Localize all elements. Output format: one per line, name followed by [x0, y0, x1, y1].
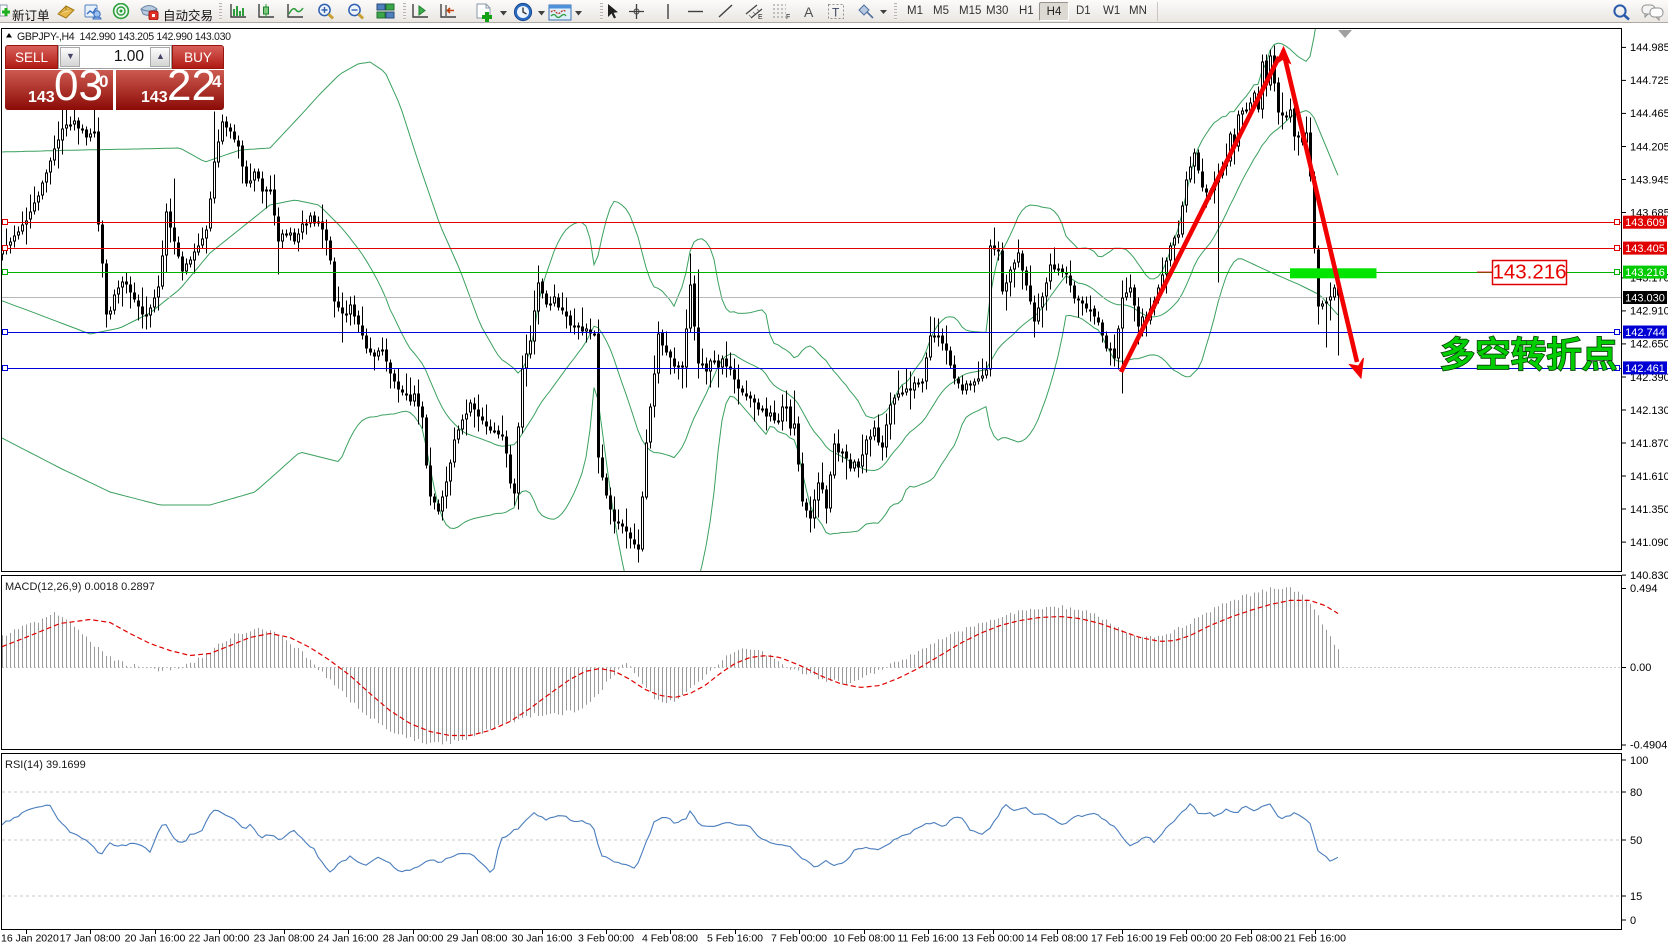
svg-text:19 Feb 00:00: 19 Feb 00:00: [1155, 933, 1217, 945]
svg-text:-0.4904: -0.4904: [1630, 740, 1667, 752]
svg-text:143.030: 143.030: [1625, 293, 1665, 305]
svg-text:11 Feb 16:00: 11 Feb 16:00: [897, 933, 958, 945]
svg-text:23 Jan 08:00: 23 Jan 08:00: [254, 933, 315, 945]
svg-text:141.090: 141.090: [1630, 537, 1668, 549]
svg-text:28 Jan 00:00: 28 Jan 00:00: [383, 933, 444, 945]
svg-text:144.985: 144.985: [1630, 42, 1668, 54]
svg-text:7 Feb 00:00: 7 Feb 00:00: [771, 933, 827, 945]
svg-text:0.00: 0.00: [1630, 662, 1651, 674]
svg-text:13 Feb 00:00: 13 Feb 00:00: [962, 933, 1024, 945]
svg-text:E: E: [758, 14, 763, 20]
svg-text:80: 80: [1630, 787, 1642, 799]
svg-text:RSI(14) 39.1699: RSI(14) 39.1699: [5, 759, 86, 771]
svg-text:142.650: 142.650: [1630, 339, 1668, 351]
svg-text:T: T: [832, 6, 840, 20]
svg-text:29 Jan 08:00: 29 Jan 08:00: [447, 933, 508, 945]
svg-text:141.870: 141.870: [1630, 438, 1668, 450]
svg-text:0: 0: [1630, 915, 1636, 927]
svg-text:MACD(12,26,9) 0.0018 0.2897: MACD(12,26,9) 0.0018 0.2897: [5, 581, 155, 593]
svg-text:144.725: 144.725: [1630, 75, 1668, 87]
svg-text:3 Feb 00:00: 3 Feb 00:00: [578, 933, 634, 945]
svg-text:多空转折点: 多空转折点: [1440, 336, 1618, 375]
svg-text:20 Feb 08:00: 20 Feb 08:00: [1220, 933, 1282, 945]
svg-text:140.830: 140.830: [1630, 570, 1668, 582]
svg-text:10 Feb 08:00: 10 Feb 08:00: [833, 933, 895, 945]
svg-text:5 Feb 16:00: 5 Feb 16:00: [707, 933, 763, 945]
svg-text:14 Feb 08:00: 14 Feb 08:00: [1026, 933, 1088, 945]
svg-text:21 Feb 16:00: 21 Feb 16:00: [1284, 933, 1346, 945]
svg-text:100: 100: [1630, 755, 1648, 767]
svg-text:141.610: 141.610: [1630, 471, 1668, 483]
svg-text:15: 15: [1630, 891, 1642, 903]
svg-text:17 Jan 08:00: 17 Jan 08:00: [60, 933, 121, 945]
svg-text:143.609: 143.609: [1625, 217, 1665, 229]
svg-text:142.461: 142.461: [1625, 363, 1665, 375]
svg-text:20 Jan 16:00: 20 Jan 16:00: [125, 933, 186, 945]
svg-text:16 Jan 2020: 16 Jan 2020: [1, 933, 59, 945]
svg-text:GBPJPY-,H4 142.990 143.205 14: GBPJPY-,H4 142.990 143.205 142.990 143.0…: [17, 31, 231, 43]
svg-text:142.390: 142.390: [1630, 372, 1668, 384]
svg-text:50: 50: [1630, 835, 1642, 847]
svg-text:22 Jan 00:00: 22 Jan 00:00: [189, 933, 250, 945]
svg-text:143.405: 143.405: [1625, 243, 1665, 255]
svg-text:143.216: 143.216: [1492, 261, 1566, 284]
svg-text:A: A: [804, 4, 814, 20]
svg-text:144.205: 144.205: [1630, 141, 1668, 153]
svg-text:30 Jan 16:00: 30 Jan 16:00: [512, 933, 573, 945]
svg-text:0.494: 0.494: [1630, 583, 1658, 595]
svg-text:144.465: 144.465: [1630, 108, 1668, 120]
svg-text:24 Jan 16:00: 24 Jan 16:00: [318, 933, 379, 945]
svg-text:4 Feb 08:00: 4 Feb 08:00: [642, 933, 698, 945]
svg-text:142.744: 142.744: [1625, 327, 1665, 339]
svg-text:143.216: 143.216: [1625, 267, 1665, 279]
svg-text:142.130: 142.130: [1630, 405, 1668, 417]
svg-text:143.945: 143.945: [1630, 174, 1668, 186]
svg-text:142.910: 142.910: [1630, 306, 1668, 318]
svg-text:F: F: [786, 14, 790, 20]
svg-text:141.350: 141.350: [1630, 504, 1668, 516]
svg-text:17 Feb 16:00: 17 Feb 16:00: [1091, 933, 1153, 945]
